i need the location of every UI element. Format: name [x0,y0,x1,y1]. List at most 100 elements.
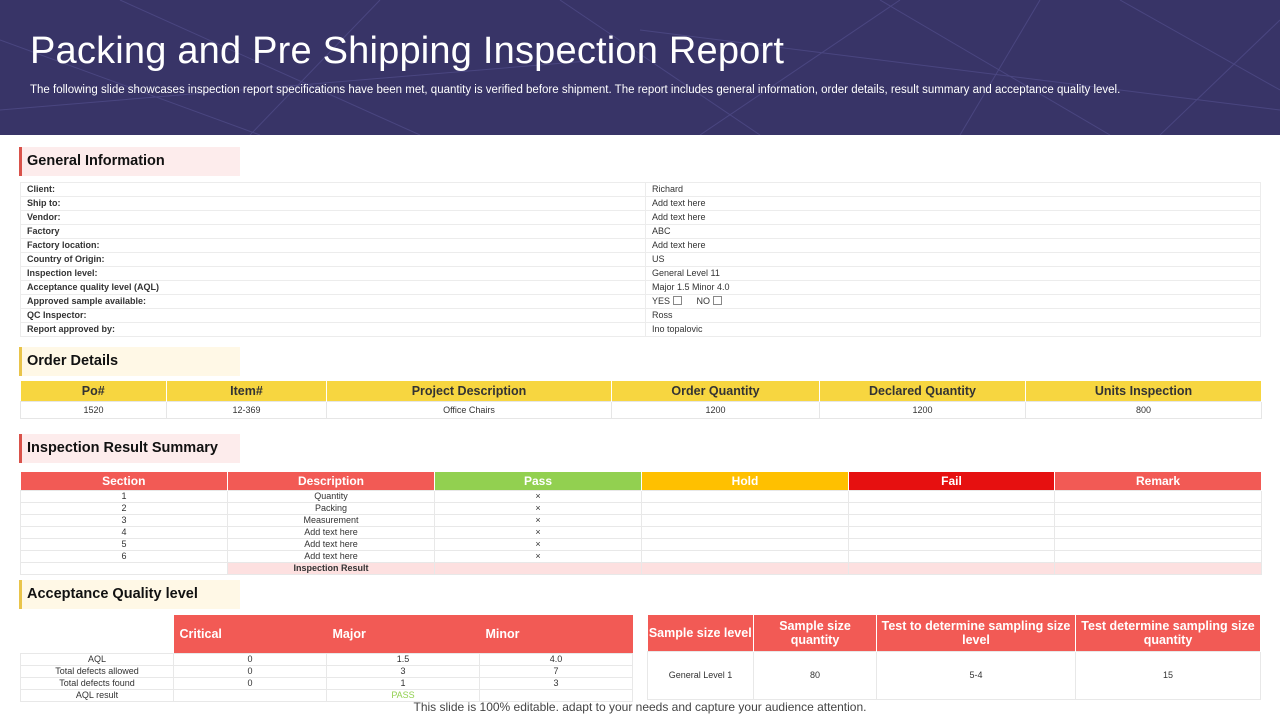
col-test-sampling-quantity: Test determine sampling size quantity [1075,615,1261,651]
pass-mark: × [434,489,642,503]
table-row: Factory ABC [20,224,1261,239]
inspection-result-label: Inspection Result [227,561,435,575]
country-value: US [645,252,1261,267]
factory-label: Factory [20,224,646,239]
yes-checkbox[interactable] [673,296,683,305]
section-cell: 6 [20,549,228,563]
section-cell: 3 [20,513,228,527]
hold-cell [641,549,849,563]
fail-cell [848,489,1055,503]
client-value: Richard [645,182,1261,197]
description-cell: Add text here [227,549,435,563]
approved-by-value: Ino topalovic [645,322,1261,337]
col-po: Po# [20,381,167,401]
col-minor: Minor [479,615,633,653]
fail-cell [848,513,1055,527]
remark-cell [1054,549,1262,563]
fail-cell [848,525,1055,539]
col-test-sampling-level: Test to determine sampling size level [876,615,1076,651]
table-row: Acceptance quality level (AQL) Major 1.5 … [20,280,1261,295]
hold-cell [641,537,849,551]
table-row: 1520 12-369 Office Chairs 1200 1200 800 [20,400,1262,419]
hold-cell [641,501,849,515]
aql-heading: Acceptance Quality level [19,580,240,609]
row-label: Total defects allowed [20,664,174,678]
ship-to-value: Add text here [645,196,1261,211]
declared-quantity-value: 1200 [819,400,1026,419]
table-row: AQL result PASS [20,688,633,702]
col-sample-size-quantity: Sample size quantity [753,615,877,651]
pass-mark: × [434,525,642,539]
col-critical: Critical [173,615,327,653]
col-section: Section [20,472,228,490]
remark-cell [1054,501,1262,515]
hold-cell [641,489,849,503]
table-row: Report approved by: Ino topalovic [20,322,1261,337]
order-quantity-value: 1200 [611,400,820,419]
factory-value: ABC [645,224,1261,239]
col-project-description: Project Description [326,381,612,401]
table-row: Approved sample available: YES NO [20,294,1261,309]
minor-cell: 3 [479,676,633,690]
table-row: Factory location: Add text here [20,238,1261,253]
approved-by-label: Report approved by: [20,322,646,337]
yes-label: YES [652,296,671,306]
hold-cell [641,525,849,539]
table-row: Client: Richard [20,182,1261,197]
no-checkbox[interactable] [713,296,723,305]
section-cell: 2 [20,501,228,515]
po-value: 1520 [20,400,167,419]
units-inspection-value: 800 [1025,400,1262,419]
vendor-label: Vendor: [20,210,646,225]
table-row: Inspection level: General Level 11 [20,266,1261,281]
aql-label: Acceptance quality level (AQL) [20,280,646,295]
qc-inspector-value: Ross [645,308,1261,323]
no-label: NO [696,296,711,306]
minor-cell: 4.0 [479,652,633,666]
aql-value: Major 1.5 Minor 4.0 [645,280,1261,295]
header-banner: Packing and Pre Shipping Inspection Repo… [0,0,1280,135]
fail-cell [848,537,1055,551]
inspection-level-label: Inspection level: [20,266,646,281]
aql-result-label: AQL result [20,688,174,702]
col-declared-quantity: Declared Quantity [819,381,1026,401]
description-cell: Quantity [227,489,435,503]
sample-size-level-value: General Level 1 [647,650,754,700]
table-row: 4 Add text here × [20,525,1262,539]
inspection-summary-table: Section Description Pass Hold Fail Remar… [20,472,1262,575]
row-label: Total defects found [20,676,174,690]
hold-cell [641,513,849,527]
col-remark: Remark [1054,472,1262,490]
col-item: Item# [166,381,327,401]
approved-sample-label: Approved sample available: [20,294,646,309]
client-label: Client: [20,182,646,197]
description-cell: Measurement [227,513,435,527]
major-cell: 1.5 [326,652,480,666]
table-row: Total defects found 0 1 3 [20,676,633,690]
col-major: Major [326,615,480,653]
page-subtitle: The following slide showcases inspection… [30,84,1121,96]
fail-cell [848,501,1055,515]
description-cell: Add text here [227,525,435,539]
pass-mark: × [434,513,642,527]
qc-inspector-label: QC Inspector: [20,308,646,323]
critical-cell: 0 [173,664,327,678]
table-row: QC Inspector: Ross [20,308,1261,323]
description-cell: Add text here [227,537,435,551]
pass-mark: × [434,501,642,515]
pass-mark: × [434,537,642,551]
aql-table: Critical Major Minor AQL 0 1.5 4.0 Total de… [20,615,633,702]
remark-cell [1054,513,1262,527]
table-row: General Level 1 80 5-4 15 [647,650,1261,700]
item-value: 12-369 [166,400,327,419]
page-title: Packing and Pre Shipping Inspection Repo… [30,30,785,72]
table-row: 5 Add text here × [20,537,1262,551]
country-label: Country of Origin: [20,252,646,267]
general-info-heading: General Information [19,147,240,176]
remark-cell [1054,489,1262,503]
table-row: 2 Packing × [20,501,1262,515]
major-cell: 3 [326,664,480,678]
col-fail: Fail [848,472,1055,490]
remark-cell [1054,537,1262,551]
general-info-table: Client: Richard Ship to: Add text here Ven… [20,182,1261,337]
